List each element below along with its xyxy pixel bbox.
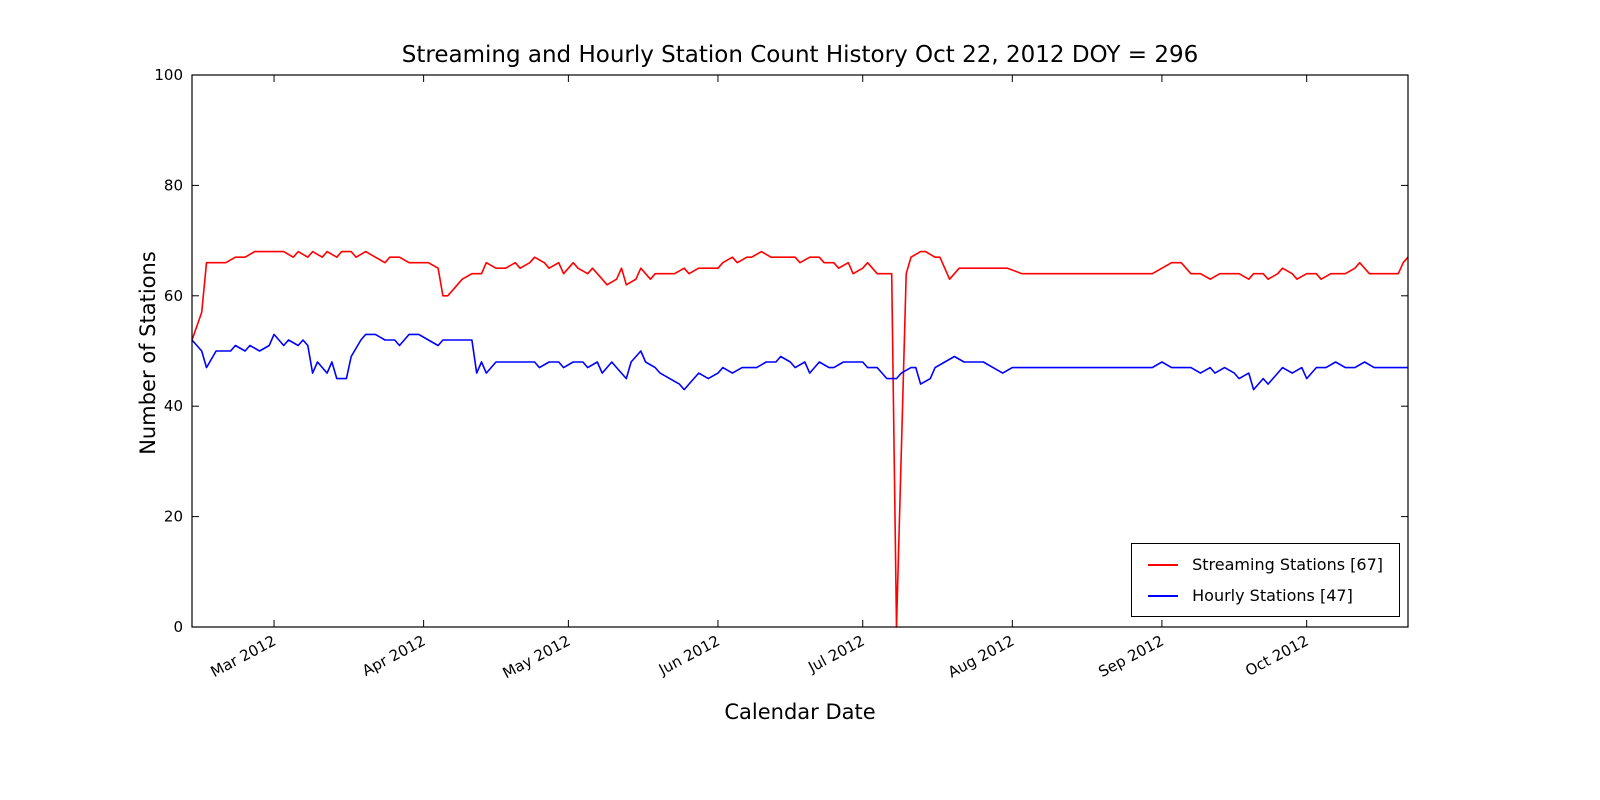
hourly-legend-label: Hourly Stations [47] (1192, 586, 1353, 605)
y-tick-label: 100 (154, 66, 183, 84)
streaming-legend-line (1148, 563, 1179, 566)
legend-item-hourly: Hourly Stations [47] (1148, 586, 1383, 605)
legend: Streaming Stations [67] Hourly Stations … (1131, 543, 1400, 617)
y-tick-label: 60 (164, 287, 183, 305)
x-tick-label: Jun 2012 (655, 632, 723, 680)
y-axis-label: Number of Stations (136, 251, 160, 455)
streaming-legend-label: Streaming Stations [67] (1192, 555, 1383, 574)
chart-title: Streaming and Hourly Station Count Histo… (401, 42, 1199, 68)
x-tick-label: Aug 2012 (945, 632, 1017, 682)
x-tick-label: Oct 2012 (1242, 632, 1311, 680)
x-tick-label: Apr 2012 (359, 632, 428, 680)
x-tick-label: Sep 2012 (1095, 632, 1166, 681)
x-tick-label: Jul 2012 (804, 632, 867, 677)
legend-item-streaming: Streaming Stations [67] (1148, 555, 1383, 574)
y-tick-label: 40 (164, 397, 183, 415)
hourly-legend-line (1148, 594, 1179, 597)
y-tick-label: 0 (173, 618, 183, 636)
x-axis-label: Calendar Date (724, 700, 876, 724)
series-line-1 (191, 333, 1408, 391)
x-tick-label: Mar 2012 (208, 632, 279, 681)
plot-border (191, 74, 1409, 628)
y-tick-label: 20 (164, 508, 183, 526)
y-tick-label: 80 (164, 176, 183, 194)
series-line-0 (191, 250, 1409, 628)
x-tick-label: May 2012 (500, 632, 574, 683)
